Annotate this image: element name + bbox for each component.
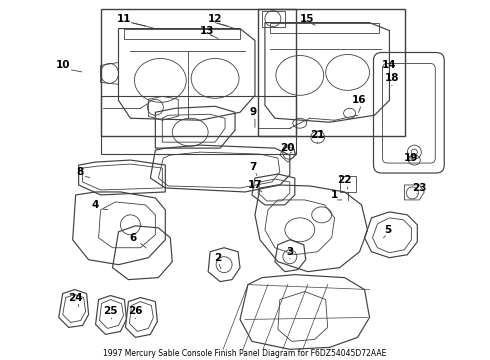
Text: 10: 10 [55,60,70,71]
Text: 22: 22 [337,175,352,185]
Text: 1: 1 [331,190,338,200]
Text: 19: 19 [404,153,418,163]
Text: 25: 25 [103,306,118,316]
Text: 5: 5 [384,225,391,235]
Text: 7: 7 [249,162,257,172]
Text: 17: 17 [247,180,262,190]
Text: 14: 14 [382,60,397,71]
Text: 21: 21 [311,130,325,140]
Text: 24: 24 [68,293,83,302]
Text: 9: 9 [249,107,257,117]
Text: 23: 23 [412,183,427,193]
Text: 13: 13 [200,26,215,36]
Text: 11: 11 [117,14,132,24]
Text: 1997 Mercury Sable Console Finish Panel Diagram for F6DZ54045D72AAE: 1997 Mercury Sable Console Finish Panel … [103,349,387,358]
Text: 12: 12 [208,14,222,24]
Text: 16: 16 [352,95,367,105]
Bar [258,9,405,136]
Text: 15: 15 [299,14,314,24]
Text: 8: 8 [76,167,83,177]
Text: 26: 26 [128,306,143,316]
Text: 3: 3 [286,247,294,257]
Text: 6: 6 [130,233,137,243]
Bar [100,9,296,136]
Text: 4: 4 [92,200,99,210]
Text: 18: 18 [385,73,400,84]
Text: 20: 20 [281,143,295,153]
Text: 2: 2 [215,253,222,263]
Bar [100,96,296,154]
